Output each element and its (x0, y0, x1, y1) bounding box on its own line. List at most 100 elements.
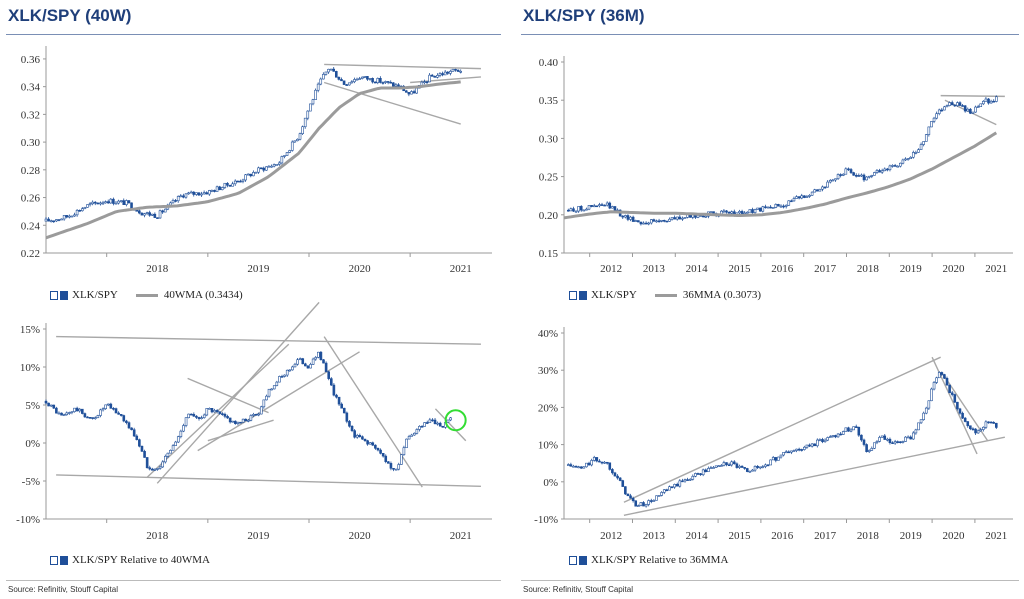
candle-body (117, 200, 120, 204)
candle (371, 77, 374, 84)
candle-body (73, 214, 76, 217)
right-top-chart: 0.40 0.35 0.30 0.25 0.20 0.15 2012 2013 2014 2015… (539, 56, 1013, 275)
candle-body (748, 470, 752, 473)
candle (272, 385, 276, 390)
candle (202, 413, 206, 419)
candle-body (901, 159, 905, 164)
candle-body (704, 469, 708, 473)
candle (112, 197, 115, 206)
candle (195, 415, 198, 420)
candle (886, 167, 889, 172)
candle-body (844, 427, 848, 432)
candle-body (930, 121, 933, 128)
candle (932, 116, 936, 124)
candle-body (618, 477, 622, 481)
candle (415, 428, 419, 435)
x-tick-label: 2020 (942, 530, 965, 542)
candle (174, 198, 177, 203)
candle-body (425, 81, 429, 83)
candle (80, 207, 84, 212)
candle-body (844, 168, 848, 175)
candle-body (886, 438, 889, 441)
candle-body (660, 492, 663, 496)
candle (459, 69, 463, 74)
candle (298, 132, 302, 141)
candle (117, 199, 120, 205)
candle-body (935, 377, 938, 383)
candle-body (637, 505, 640, 507)
candle-body (839, 433, 842, 436)
candle-body (886, 168, 889, 171)
candle-body (441, 73, 444, 76)
candle-body (624, 215, 627, 218)
candle (642, 501, 645, 507)
candle (205, 408, 209, 417)
candle-body (135, 209, 139, 212)
candle (208, 407, 211, 410)
candle (106, 199, 110, 204)
right-panel: XLK/SPY (36M) 0.40 0.35 0.30 0.25 0.20 0.15 20… (517, 0, 1024, 599)
candle (608, 462, 612, 471)
candle-body (389, 463, 393, 469)
candle (979, 427, 983, 433)
candle-body (880, 435, 884, 438)
candle (438, 72, 442, 78)
candle-body (810, 443, 814, 447)
candle-body (743, 467, 746, 469)
candle-body (319, 78, 323, 85)
candle (277, 161, 281, 166)
candle-body (169, 449, 172, 454)
candle-body (449, 71, 452, 74)
candle (156, 468, 159, 471)
candle (293, 362, 297, 368)
candle-body (202, 192, 206, 195)
candle-body (585, 208, 588, 211)
candle-body (218, 186, 221, 191)
candle (709, 211, 713, 213)
candle (254, 171, 258, 174)
candle-body (836, 433, 840, 438)
candle (969, 425, 972, 431)
candle-body (782, 205, 785, 208)
candle (758, 207, 762, 212)
candle (854, 173, 858, 178)
candle (81, 408, 84, 415)
candle-body (914, 429, 918, 434)
candle (329, 377, 333, 386)
candle-body (298, 133, 302, 140)
candle-body (415, 429, 419, 434)
candle (60, 412, 63, 416)
candle (769, 459, 772, 466)
candle-body (740, 465, 744, 468)
candle-body (937, 372, 941, 379)
candle (984, 420, 988, 430)
y-tick-label: 20% (538, 402, 558, 414)
candle-body (971, 111, 975, 114)
candle (140, 212, 144, 216)
candle (75, 406, 79, 412)
candle (143, 449, 146, 458)
candle-body (577, 206, 580, 212)
y-tick-label: 0.35 (539, 95, 559, 107)
candle (306, 110, 310, 121)
candle (699, 472, 702, 476)
candle-body (213, 189, 216, 192)
candle-body (857, 175, 861, 177)
candle (748, 209, 752, 213)
candle (75, 209, 79, 217)
candle-body (904, 158, 907, 161)
candle-body (200, 193, 203, 196)
candle-body (777, 456, 780, 461)
candle-body (961, 105, 964, 107)
candle-body (80, 208, 84, 212)
candle (231, 181, 234, 187)
candle (678, 479, 682, 488)
candle (311, 357, 315, 365)
y-tick-label: 0% (25, 438, 40, 450)
candle (101, 200, 105, 205)
x-tick-label: 2017 (814, 263, 837, 275)
candle (603, 204, 606, 207)
candle-body (834, 435, 837, 438)
candle-body (171, 200, 175, 204)
candle (337, 76, 341, 81)
